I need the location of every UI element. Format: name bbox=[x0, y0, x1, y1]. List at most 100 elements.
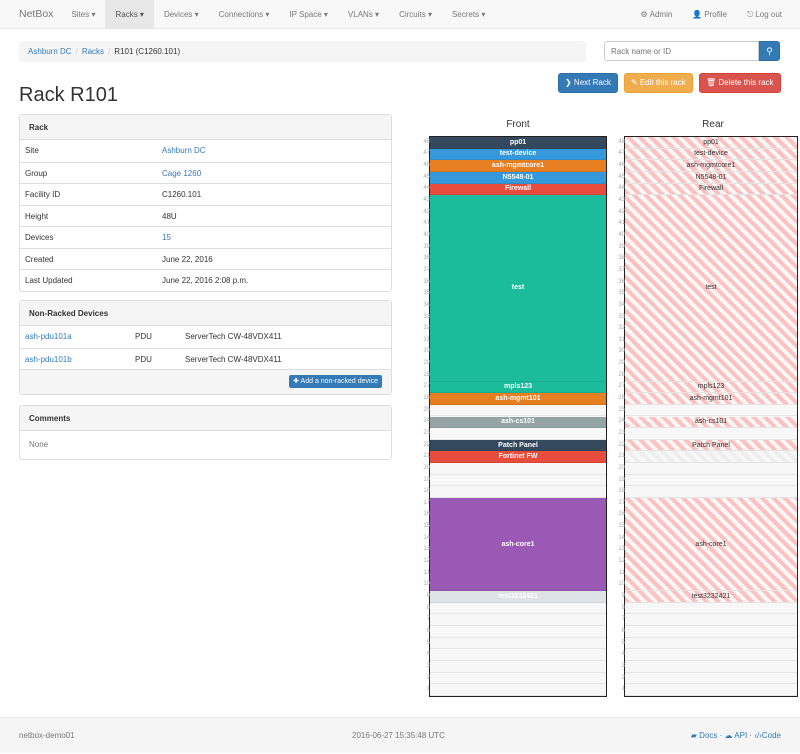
rack-unit-slot[interactable] bbox=[625, 382, 797, 394]
rack-unit-slot[interactable] bbox=[430, 405, 606, 417]
delete-rack-button[interactable]: 🗑 Delete this rack bbox=[699, 73, 781, 93]
rack-unit-slot[interactable] bbox=[625, 393, 797, 405]
edit-rack-button[interactable]: ✎ Edit this rack bbox=[624, 73, 693, 93]
attr-value[interactable]: Cage 1260 bbox=[162, 168, 202, 178]
device-link[interactable]: ash-pdu101b bbox=[25, 354, 72, 364]
rack-unit-slot[interactable] bbox=[625, 149, 797, 161]
rack-unit-slot[interactable] bbox=[430, 626, 606, 638]
rack-unit-slot[interactable] bbox=[625, 172, 797, 184]
rack-device-front[interactable]: test bbox=[430, 195, 606, 382]
rack-unit-slot[interactable] bbox=[430, 673, 606, 685]
rack-device-front[interactable]: pp01 bbox=[430, 137, 606, 149]
nav-item-vlans[interactable]: VLANs ▾ bbox=[347, 9, 380, 19]
rack-device-front[interactable]: test3232421 bbox=[430, 591, 606, 603]
rack-device-rear[interactable]: ash-mgmtcore1 bbox=[625, 160, 797, 171]
search-icon: ⚲ bbox=[766, 45, 773, 56]
rack-unit-slot[interactable] bbox=[430, 649, 606, 662]
rack-unit-slot[interactable] bbox=[625, 661, 797, 673]
rack-device-front[interactable]: ash-mgmt101 bbox=[430, 393, 606, 405]
nav-item-ip[interactable]: IP Space ▾ bbox=[289, 9, 328, 19]
rack-unit-slot[interactable] bbox=[625, 486, 797, 499]
nav-profile[interactable]: 👤 Profile bbox=[682, 0, 737, 29]
device-link[interactable]: ash-pdu101a bbox=[25, 332, 72, 341]
unit-number: 32 bbox=[423, 325, 430, 332]
rack-device-front[interactable]: test-device bbox=[430, 148, 606, 161]
rack-device-rear[interactable]: ash-cs101 bbox=[625, 416, 797, 428]
rack-device-front[interactable]: Firewall bbox=[430, 183, 606, 196]
rack-unit-slot[interactable] bbox=[430, 661, 606, 673]
attr-value[interactable]: 15 bbox=[162, 233, 171, 242]
breadcrumb-site[interactable]: Ashburn DC bbox=[28, 47, 72, 56]
unit-number: 48 bbox=[423, 138, 430, 145]
brand-logo[interactable]: NetBox bbox=[19, 8, 54, 20]
rack-device-front[interactable]: mpls123 bbox=[430, 381, 606, 394]
unit-number: 6 bbox=[621, 627, 625, 634]
search-button[interactable]: ⚲ bbox=[759, 41, 780, 61]
nav-item-devices[interactable]: Devices ▾ bbox=[163, 9, 199, 19]
docs-link[interactable]: ▰ Docs bbox=[690, 731, 718, 740]
rack-device-rear[interactable]: ash-mgmt101 bbox=[625, 393, 797, 404]
rack-device-front[interactable]: N5548-01 bbox=[430, 171, 606, 184]
cloud-icon: ☁ bbox=[724, 731, 733, 740]
rack-device-rear[interactable]: Patch Panel bbox=[625, 439, 797, 451]
rack-unit-slot[interactable] bbox=[625, 428, 797, 440]
nav-item-sites[interactable]: Sites ▾ bbox=[71, 9, 96, 19]
rack-device-front[interactable]: ash-core1 bbox=[430, 498, 606, 592]
rack-unit-slot[interactable] bbox=[430, 486, 606, 499]
rack-unit-slot[interactable] bbox=[430, 614, 606, 627]
rack-unit-slot[interactable] bbox=[625, 160, 797, 172]
rack-unit-slot[interactable] bbox=[625, 463, 797, 475]
rack-unit-slot[interactable] bbox=[430, 684, 606, 696]
rack-device-rear[interactable]: Firewall bbox=[625, 183, 797, 195]
rack-device-front[interactable]: ash-cs101 bbox=[430, 416, 606, 429]
nav-label: Log out bbox=[755, 10, 782, 19]
nav-item-racks[interactable]: Racks ▾ bbox=[105, 0, 154, 29]
code-link[interactable]: ‹/›Code bbox=[754, 731, 781, 740]
nav-item-circuits[interactable]: Circuits ▾ bbox=[399, 9, 432, 19]
breadcrumb-racks[interactable]: Racks bbox=[81, 47, 105, 56]
rack-unit-slot[interactable] bbox=[430, 638, 606, 650]
rack-unit-slot[interactable] bbox=[430, 463, 606, 475]
nav-admin[interactable]: ⚙ Admin bbox=[630, 0, 682, 29]
rack-unit-slot[interactable] bbox=[625, 137, 797, 149]
rack-unit-slot[interactable] bbox=[430, 475, 606, 487]
rack-device-rear[interactable]: test-device bbox=[625, 148, 797, 160]
rack-unit-slot[interactable] bbox=[625, 475, 797, 487]
rack-unit-slot[interactable] bbox=[625, 673, 797, 685]
rack-device-front[interactable]: ash-mgmtcore1 bbox=[430, 160, 606, 172]
rack-unit-slot[interactable] bbox=[625, 580, 797, 592]
rack-device-rear[interactable]: N5548-01 bbox=[625, 171, 797, 183]
rack-device-front[interactable]: Fortinet FW bbox=[430, 451, 606, 464]
rack-unit-slot[interactable] bbox=[625, 417, 797, 429]
rack-device-rear[interactable]: ash-core1 bbox=[625, 498, 797, 591]
rack-unit-slot[interactable] bbox=[625, 184, 797, 196]
rack-device-rear[interactable]: mpls123 bbox=[625, 381, 797, 393]
nav-item-secrets[interactable]: Secrets ▾ bbox=[451, 9, 486, 19]
rack-unit-slot[interactable] bbox=[625, 370, 797, 382]
rack-device-front[interactable]: Patch Panel bbox=[430, 439, 606, 452]
rack-unit-slot[interactable] bbox=[625, 626, 797, 638]
api-link[interactable]: ☁ API bbox=[724, 731, 748, 740]
nav-item-connections[interactable]: Connections ▾ bbox=[218, 9, 270, 19]
rack-unit-slot[interactable] bbox=[625, 405, 797, 417]
next-rack-button[interactable]: ❯ Next Rack bbox=[558, 73, 618, 93]
rack-unit-slot[interactable] bbox=[625, 638, 797, 650]
rack-unit-slot[interactable] bbox=[430, 428, 606, 440]
rack-unit-slot[interactable] bbox=[625, 451, 797, 464]
rack-unit-slot[interactable] bbox=[430, 603, 606, 615]
rack-unit-slot[interactable] bbox=[625, 591, 797, 603]
attr-value[interactable]: Ashburn DC bbox=[162, 146, 206, 155]
rack-unit-slot[interactable] bbox=[625, 440, 797, 452]
rack-unit-slot[interactable] bbox=[625, 614, 797, 627]
add-non-racked-device-button[interactable]: ✚ Add a non-racked device bbox=[289, 375, 382, 388]
rack-device-rear[interactable]: test bbox=[625, 195, 797, 381]
nav-log-out[interactable]: ⎋ Log out bbox=[737, 0, 792, 29]
rack-unit-slot[interactable] bbox=[625, 649, 797, 662]
search-input[interactable] bbox=[604, 41, 759, 61]
unit-number: 45 bbox=[618, 173, 625, 180]
unit-number: 28 bbox=[423, 371, 430, 378]
rack-unit-slot[interactable] bbox=[625, 603, 797, 615]
rack-unit-slot[interactable] bbox=[625, 684, 797, 696]
rack-device-rear[interactable]: pp01 bbox=[625, 137, 797, 148]
rack-device-rear[interactable]: test3232421 bbox=[625, 591, 797, 602]
